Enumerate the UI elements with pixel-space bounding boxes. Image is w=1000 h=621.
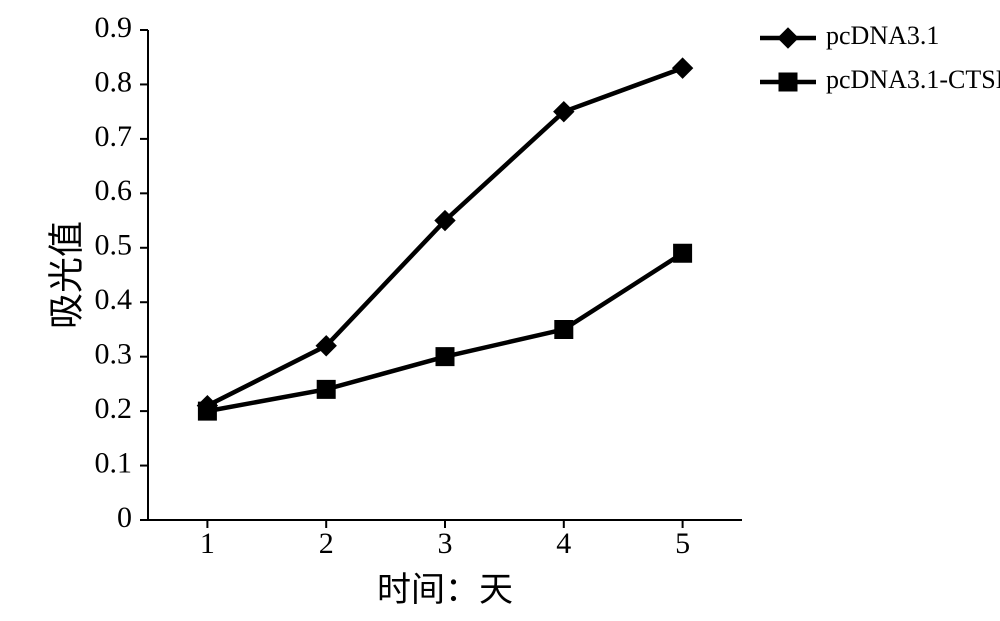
series-marker-1 — [674, 244, 692, 262]
x-tick-label: 1 — [200, 527, 215, 560]
x-axis-label: 时间：天 — [377, 572, 513, 609]
series-marker-1 — [555, 320, 573, 338]
y-tick-label: 0.5 — [95, 229, 133, 262]
x-tick-label: 5 — [675, 527, 690, 560]
legend-marker-1 — [779, 73, 797, 91]
y-tick-label: 0.7 — [95, 120, 133, 153]
y-tick-label: 0.4 — [95, 283, 133, 316]
x-tick-label: 4 — [556, 527, 571, 560]
y-tick-label: 0.9 — [95, 11, 133, 44]
series-marker-1 — [436, 348, 454, 366]
y-axis-label: 吸光值 — [46, 221, 86, 329]
y-tick-label: 0 — [117, 501, 132, 534]
y-tick-label: 0.8 — [95, 65, 133, 98]
y-tick-label: 0.1 — [95, 446, 133, 479]
y-tick-label: 0.2 — [95, 392, 133, 425]
line-chart: 0 0.1 0.2 0.3 0.4 0.5 0.6 0.7 0.8 0.9 1 2 3 4 5 时间：天 吸光值… — [0, 0, 1000, 621]
chart-container: 0 0.1 0.2 0.3 0.4 0.5 0.6 0.7 0.8 0.9 1 2 3 4 5 时间：天 吸光值… — [0, 0, 1000, 621]
series-marker-1 — [198, 402, 216, 420]
x-tick-label: 2 — [319, 527, 334, 560]
y-tick-label: 0.6 — [95, 174, 133, 207]
series-marker-1 — [317, 380, 335, 398]
x-tick-label: 3 — [438, 527, 453, 560]
legend-label-0: pcDNA3.1 — [826, 21, 939, 50]
y-tick-label: 0.3 — [95, 338, 133, 371]
legend-label-1: pcDNA3.1-CTSH — [826, 65, 1000, 94]
